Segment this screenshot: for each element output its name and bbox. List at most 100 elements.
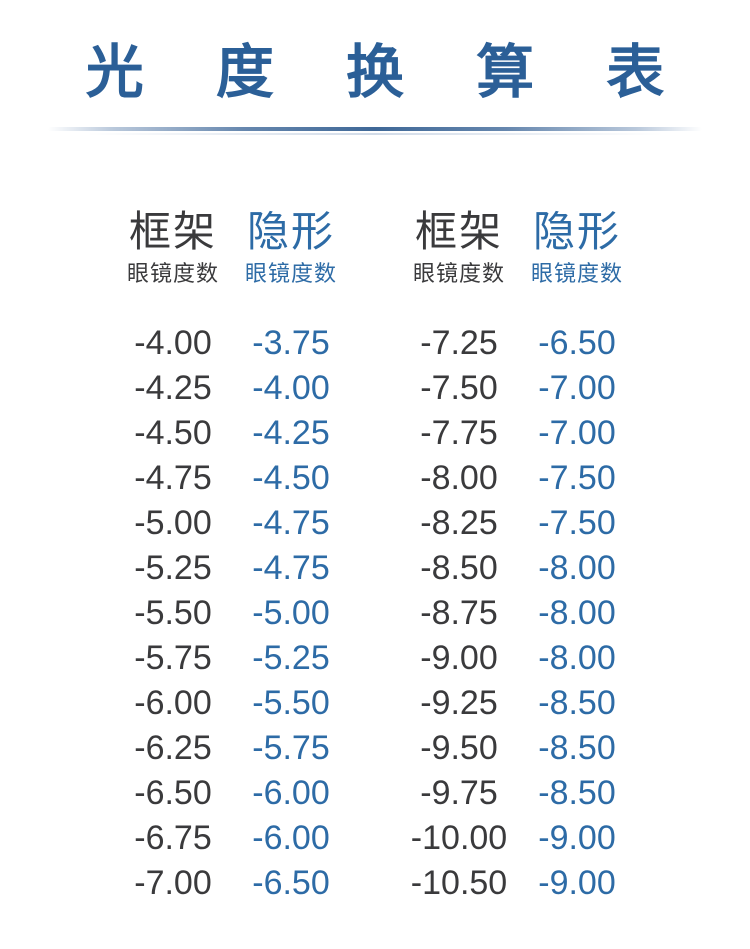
- contact-value: -4.75: [252, 504, 330, 542]
- table-group-left: 框架 眼镜度数 隐形 眼镜度数 -4.00 -3.75 -4.25 -4.00 -4.5…: [114, 208, 350, 906]
- frame-header-main: 框架: [128, 208, 217, 255]
- contact-value: -8.50: [538, 684, 616, 722]
- contact-value: -8.00: [538, 639, 616, 677]
- contact-value: -7.50: [538, 504, 616, 542]
- table-row: -8.00 -7.50: [400, 456, 636, 501]
- contact-value: -9.00: [538, 819, 616, 857]
- frame-value: -6.25: [134, 729, 212, 767]
- table-row: -8.75 -8.00: [400, 591, 636, 636]
- frame-column-header: 框架 眼镜度数: [114, 208, 232, 287]
- contact-value: -7.50: [538, 459, 616, 497]
- frame-value: -4.25: [134, 369, 212, 407]
- table-row: -10.00 -9.00: [400, 816, 636, 861]
- contact-value: -4.50: [252, 459, 330, 497]
- table-rows-right: -7.25 -6.50 -7.50 -7.00 -7.75 -7.00 -8.00 -7.50…: [400, 321, 636, 906]
- table-row: -9.50 -8.50: [400, 726, 636, 771]
- title-divider: [48, 127, 702, 135]
- table-row: -7.50 -7.00: [400, 366, 636, 411]
- table-row: -6.25 -5.75: [114, 726, 350, 771]
- frame-value: -6.00: [134, 684, 212, 722]
- frame-value: -10.00: [410, 819, 508, 857]
- table-row: -7.75 -7.00: [400, 411, 636, 456]
- table-area: 框架 眼镜度数 隐形 眼镜度数 -4.00 -3.75 -4.25 -4.00 -4.5…: [0, 208, 750, 906]
- frame-value: -5.50: [134, 594, 212, 632]
- frame-value: -5.75: [134, 639, 212, 677]
- page-title: 光 度 换 算 表: [85, 40, 693, 105]
- frame-value: -8.50: [420, 549, 498, 587]
- contact-value: -6.50: [252, 864, 330, 902]
- table-row: -10.50 -9.00: [400, 861, 636, 906]
- frame-value: -5.25: [134, 549, 212, 587]
- frame-header-sub: 眼镜度数: [412, 261, 505, 286]
- contact-value: -4.00: [252, 369, 330, 407]
- contact-value: -7.00: [538, 414, 616, 452]
- contact-value: -8.50: [538, 774, 616, 812]
- frame-value: -6.50: [134, 774, 212, 812]
- table-row: -8.50 -8.00: [400, 546, 636, 591]
- table-row: -4.00 -3.75: [114, 321, 350, 366]
- table-row: -4.25 -4.00: [114, 366, 350, 411]
- contact-value: -6.00: [252, 819, 330, 857]
- contact-column-header: 隐形 眼镜度数: [518, 208, 636, 287]
- frame-value: -7.50: [420, 369, 498, 407]
- frame-value: -8.25: [420, 504, 498, 542]
- frame-value: -8.00: [420, 459, 498, 497]
- contact-column-header: 隐形 眼镜度数: [232, 208, 350, 287]
- contact-header-sub: 眼镜度数: [530, 261, 623, 286]
- frame-value: -4.50: [134, 414, 212, 452]
- column-headers: 框架 眼镜度数 隐形 眼镜度数: [400, 208, 636, 287]
- table-row: -4.50 -4.25: [114, 411, 350, 456]
- contact-value: -9.00: [538, 864, 616, 902]
- frame-value: -6.75: [134, 819, 212, 857]
- contact-value: -8.00: [538, 594, 616, 632]
- table-row: -8.25 -7.50: [400, 501, 636, 546]
- frame-value: -7.75: [420, 414, 498, 452]
- frame-value: -7.25: [420, 324, 498, 362]
- table-row: -6.75 -6.00: [114, 816, 350, 861]
- contact-header-main: 隐形: [532, 208, 621, 255]
- frame-value: -4.00: [134, 324, 212, 362]
- frame-header-sub: 眼镜度数: [126, 261, 219, 286]
- contact-value: -6.00: [252, 774, 330, 812]
- frame-value: -9.00: [420, 639, 498, 677]
- frame-value: -7.00: [134, 864, 212, 902]
- table-row: -4.75 -4.50: [114, 456, 350, 501]
- contact-value: -5.00: [252, 594, 330, 632]
- column-headers: 框架 眼镜度数 隐形 眼镜度数: [114, 208, 350, 287]
- frame-value: -9.25: [420, 684, 498, 722]
- contact-header-sub: 眼镜度数: [244, 261, 337, 286]
- frame-value: -4.75: [134, 459, 212, 497]
- table-row: -7.00 -6.50: [114, 861, 350, 906]
- contact-value: -7.00: [538, 369, 616, 407]
- table-row: -6.50 -6.00: [114, 771, 350, 816]
- frame-value: -9.50: [420, 729, 498, 767]
- frame-value: -5.00: [134, 504, 212, 542]
- frame-value: -10.50: [410, 864, 508, 902]
- contact-value: -3.75: [252, 324, 330, 362]
- contact-value: -5.75: [252, 729, 330, 767]
- contact-value: -6.50: [538, 324, 616, 362]
- frame-value: -9.75: [420, 774, 498, 812]
- table-row: -5.50 -5.00: [114, 591, 350, 636]
- table-row: -5.75 -5.25: [114, 636, 350, 681]
- table-row: -7.25 -6.50: [400, 321, 636, 366]
- contact-value: -4.75: [252, 549, 330, 587]
- contact-value: -8.00: [538, 549, 616, 587]
- frame-header-main: 框架: [414, 208, 503, 255]
- table-rows-left: -4.00 -3.75 -4.25 -4.00 -4.50 -4.25 -4.75 -4.50…: [114, 321, 350, 906]
- contact-value: -8.50: [538, 729, 616, 767]
- table-group-right: 框架 眼镜度数 隐形 眼镜度数 -7.25 -6.50 -7.50 -7.00 -7.7…: [400, 208, 636, 906]
- contact-value: -4.25: [252, 414, 330, 452]
- table-row: -5.00 -4.75: [114, 501, 350, 546]
- contact-value: -5.50: [252, 684, 330, 722]
- frame-value: -8.75: [420, 594, 498, 632]
- contact-value: -5.25: [252, 639, 330, 677]
- table-row: -9.25 -8.50: [400, 681, 636, 726]
- table-row: -9.00 -8.00: [400, 636, 636, 681]
- table-row: -6.00 -5.50: [114, 681, 350, 726]
- frame-column-header: 框架 眼镜度数: [400, 208, 518, 287]
- table-row: -5.25 -4.75: [114, 546, 350, 591]
- table-row: -9.75 -8.50: [400, 771, 636, 816]
- contact-header-main: 隐形: [246, 208, 335, 255]
